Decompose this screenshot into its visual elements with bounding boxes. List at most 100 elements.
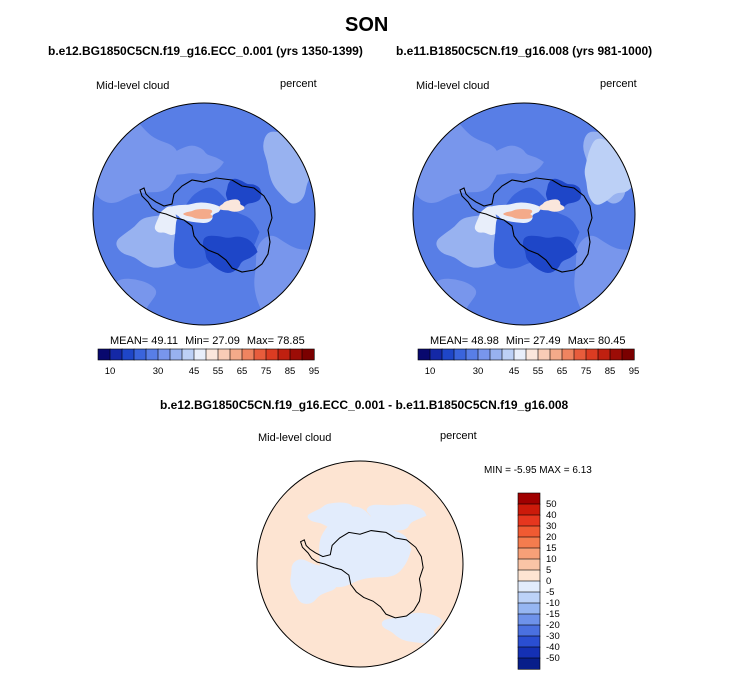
right-colorbar-swatch: [525, 348, 539, 361]
left-colorbar-swatch: [181, 348, 195, 361]
diff-colorbar-swatch: [517, 514, 541, 527]
right-colorbar-swatch: [429, 348, 443, 361]
left-colorbar-swatch: [193, 348, 207, 361]
diff-polar-map: [256, 460, 464, 668]
right-variable-label: Mid-level cloud: [416, 80, 490, 92]
right-colorbar-swatch: [585, 348, 599, 361]
left-colorbar: 10 30 45 55 65 75 85 95: [97, 348, 319, 377]
right-panel-title: b.e11.B1850C5CN.f19_g16.008 (yrs 981-100…: [396, 44, 653, 58]
right-colorbar: 10 30 45 55 65 75 85 95: [417, 348, 639, 377]
left-colorbar-swatch: [253, 348, 267, 361]
right-colorbar-swatch: [537, 348, 551, 361]
diff-colorbar-tick-label: -20: [546, 620, 560, 631]
right-units-label: percent: [600, 78, 637, 90]
diff-colorbar-swatch: [517, 503, 541, 516]
diff-map-contour-region: [290, 559, 339, 604]
left-map-contour-region: [218, 199, 245, 212]
left-units-label: percent: [280, 78, 317, 90]
left-min-label: Min=: [185, 335, 210, 347]
left-colorbar-tick-label: 95: [309, 366, 320, 377]
diff-map-contour-region: [307, 502, 355, 529]
diff-colorbar-tick-label: -40: [546, 642, 560, 653]
diff-colorbar-swatch: [517, 558, 541, 571]
left-panel-title: b.e12.BG1850C5CN.f19_g16.ECC_0.001 (yrs …: [48, 44, 363, 58]
diff-map-boundary: [256, 460, 464, 668]
diff-colorbar-tick-label: 0: [546, 576, 551, 587]
diff-colorbar-tick-label: -5: [546, 587, 554, 598]
diff-colorbar-swatch: [517, 624, 541, 637]
diff-colorbar-swatch: [517, 492, 541, 505]
right-colorbar-swatch: [561, 348, 575, 361]
left-colorbar-swatch: [169, 348, 183, 361]
right-colorbar-swatch: [441, 348, 455, 361]
diff-colorbar-tick-label: -10: [546, 598, 560, 609]
right-max-label: Max=: [567, 335, 595, 347]
left-mean-value: 49.11: [151, 335, 178, 347]
diff-colorbar-swatch: [517, 536, 541, 549]
right-colorbar-swatch: [609, 348, 623, 361]
left-colorbar-tick-label: 65: [237, 366, 248, 377]
diff-colorbar-tick-label: -15: [546, 609, 560, 620]
right-stats: MEAN= 48.98 Min= 27.49 Max= 80.45: [430, 335, 626, 347]
left-colorbar-swatch: [121, 348, 135, 361]
diff-colorbar-tick-label: 30: [546, 521, 557, 532]
diff-colorbar-swatch: [517, 646, 541, 659]
diff-colorbar-swatch: [517, 569, 541, 582]
left-min-value: 27.09: [212, 335, 240, 347]
left-polar-map: [92, 102, 316, 326]
diff-colorbar-tick-label: 50: [546, 499, 557, 510]
diff-colorbar-tick-label: 40: [546, 510, 557, 521]
diff-colorbar-tick-label: 20: [546, 532, 557, 543]
diff-colorbar-swatch: [517, 591, 541, 604]
right-colorbar-swatch: [465, 348, 479, 361]
left-colorbar-swatch: [109, 348, 123, 361]
left-map-coastline: [139, 177, 273, 273]
diff-colorbar-swatch: [517, 580, 541, 593]
right-colorbar-tick-label: 55: [533, 366, 544, 377]
right-colorbar-tick-label: 95: [629, 366, 640, 377]
diff-map-contour-region: [366, 504, 427, 531]
diff-map-field: [257, 461, 463, 667]
left-colorbar-tick-label: 85: [285, 366, 296, 377]
right-colorbar-tick-label: 30: [473, 366, 484, 377]
left-mean-label: MEAN=: [110, 335, 149, 347]
left-colorbar-swatch: [157, 348, 171, 361]
right-map-contour-region: [538, 199, 565, 212]
diff-panel-title: b.e12.BG1850C5CN.f19_g16.ECC_0.001 - b.e…: [160, 398, 569, 412]
diff-minmax: MIN = -5.95 MAX = 6.13: [484, 465, 592, 476]
left-colorbar-tick-label: 55: [213, 366, 224, 377]
left-colorbar-swatch: [217, 348, 231, 361]
right-mean-label: MEAN=: [430, 335, 469, 347]
right-colorbar-tick-label: 75: [581, 366, 592, 377]
left-colorbar-swatch: [133, 348, 147, 361]
left-stats: MEAN= 49.11 Min= 27.09 Max= 78.85: [110, 335, 305, 347]
diff-map-coastline: [299, 530, 424, 619]
diff-map-contour-region: [381, 612, 442, 644]
left-variable-label: Mid-level cloud: [96, 80, 170, 92]
diff-colorbar-tick-label: 10: [546, 554, 557, 565]
diff-colorbar-swatch: [517, 613, 541, 626]
diff-colorbar-tick-label: 5: [546, 565, 551, 576]
left-map-boundary: [92, 102, 316, 326]
diff-colorbar-swatch: [517, 657, 541, 670]
page-title: SON: [345, 14, 389, 36]
right-map-contour-region: [574, 235, 635, 325]
right-map-contour-region: [484, 145, 544, 175]
left-colorbar-swatch: [277, 348, 291, 361]
right-min-label: Min=: [505, 335, 531, 347]
right-colorbar-swatch: [549, 348, 563, 361]
right-colorbar-swatch: [489, 348, 503, 361]
left-colorbar-swatch: [145, 348, 159, 361]
left-colorbar-swatch: [289, 348, 303, 361]
left-map-contour-region: [202, 235, 258, 274]
diff-units-label: percent: [440, 430, 477, 442]
diff-colorbar-swatch: [517, 602, 541, 615]
right-map-boundary: [412, 102, 636, 326]
left-colorbar-tick-label: 30: [153, 366, 164, 377]
right-colorbar-swatch: [597, 348, 611, 361]
left-map-field: [93, 103, 315, 325]
right-map-contour-region: [522, 235, 578, 274]
left-map-contour-region: [164, 145, 224, 175]
left-map-contour-region: [183, 209, 213, 219]
